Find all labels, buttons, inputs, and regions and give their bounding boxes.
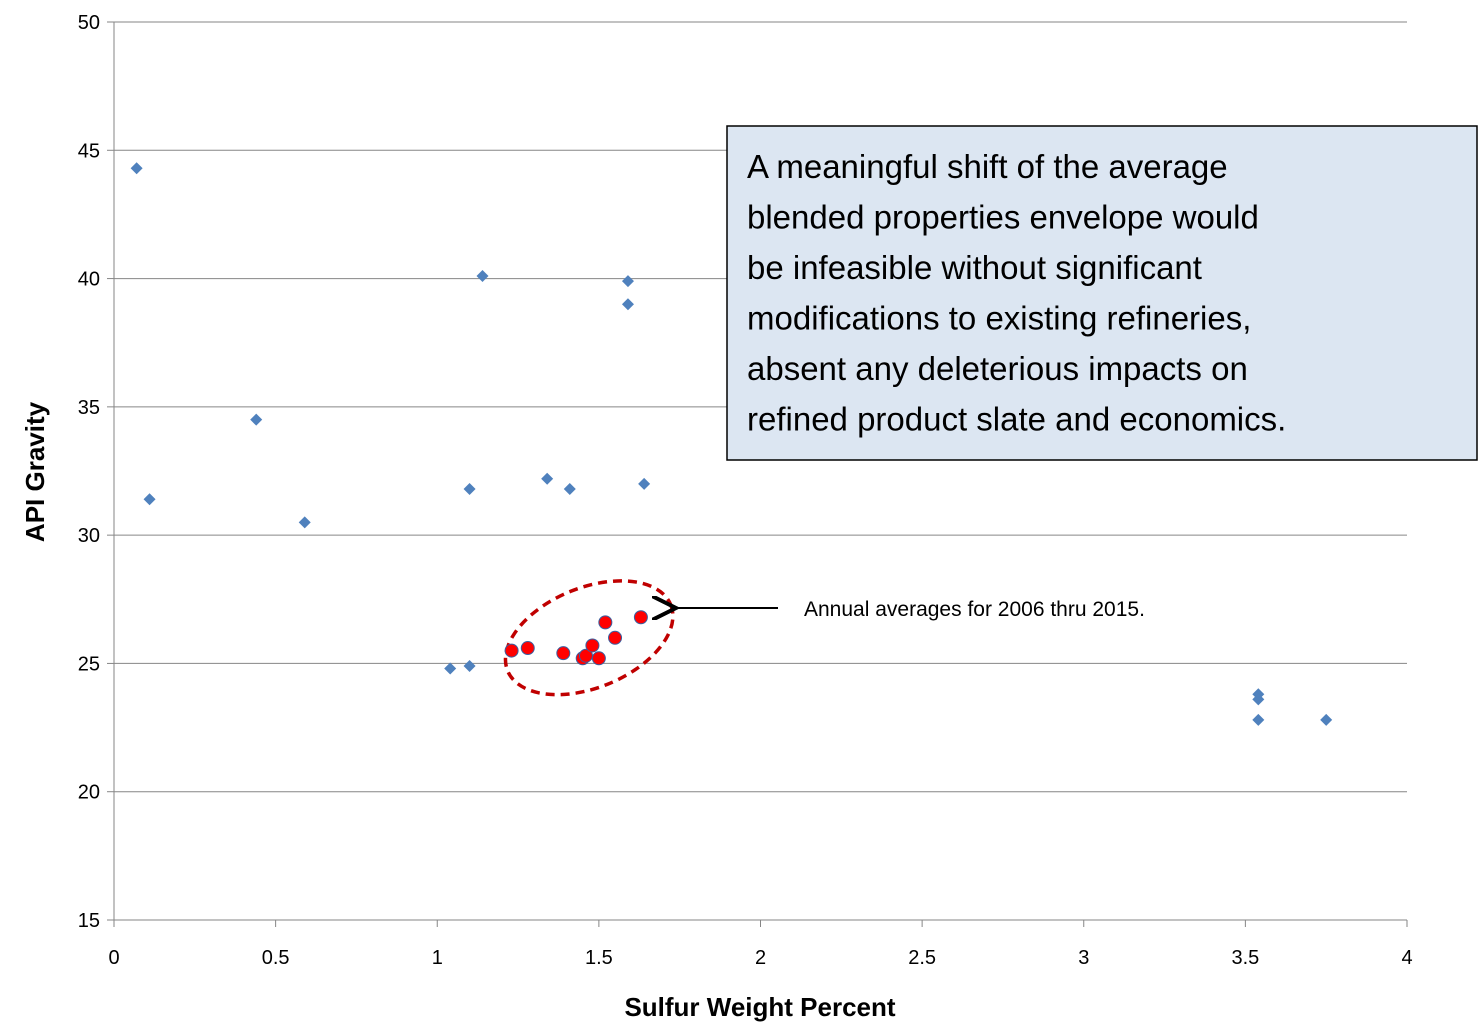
annual-averages-highlight bbox=[503, 579, 675, 697]
scatter-point-circle bbox=[585, 638, 600, 653]
x-tick-label: 4 bbox=[1401, 947, 1412, 969]
y-tick-label: 15 bbox=[78, 910, 100, 932]
scatter-point-circle bbox=[608, 630, 623, 645]
callout-text-line: blended properties envelope would bbox=[747, 199, 1259, 236]
x-tick-label: 2.5 bbox=[908, 947, 936, 969]
scatter-point-diamond bbox=[476, 270, 489, 283]
scatter-point-diamond bbox=[541, 472, 554, 485]
tick-labels: 15 20 25 30 35 40 45 50 0 0.5 1 1.5 2 2.5 3 3.5 4 bbox=[78, 12, 1413, 969]
x-tick-label: 3.5 bbox=[1231, 947, 1259, 969]
y-tick-label: 50 bbox=[78, 12, 100, 34]
x-tick-label: 0.5 bbox=[262, 947, 290, 969]
scatter-point-diamond bbox=[621, 298, 634, 311]
y-tick-label: 20 bbox=[78, 782, 100, 804]
scatter-point-circle bbox=[556, 646, 571, 661]
callout-box bbox=[726, 125, 1478, 461]
y-tick-label: 30 bbox=[78, 525, 100, 547]
x-tick-label: 0 bbox=[108, 947, 119, 969]
scatter-point-diamond bbox=[298, 516, 311, 529]
scatter-point-diamond bbox=[638, 477, 651, 490]
callout-text-line: refined product slate and economics. bbox=[747, 401, 1286, 438]
scatter-point-circle bbox=[633, 610, 648, 625]
x-tick-label: 2 bbox=[755, 947, 766, 969]
scatter-point-diamond bbox=[143, 493, 156, 506]
x-tick-label: 1.5 bbox=[585, 947, 613, 969]
scatter-point-diamond bbox=[444, 662, 457, 675]
y-tick-label: 35 bbox=[78, 397, 100, 419]
scatter-point-diamond bbox=[1252, 713, 1265, 726]
scatter-point-circle bbox=[598, 615, 613, 630]
scatter-point-diamond bbox=[130, 162, 143, 175]
scatter-point-circle bbox=[520, 641, 535, 656]
scatter-point-diamond bbox=[463, 482, 476, 495]
y-axis-title: API Gravity bbox=[20, 401, 50, 542]
scatter-point-diamond bbox=[463, 659, 476, 672]
x-axis-title: Sulfur Weight Percent bbox=[624, 992, 895, 1022]
data-points bbox=[130, 162, 1333, 726]
callout-text-line: A meaningful shift of the average bbox=[747, 148, 1228, 185]
scatter-point-diamond bbox=[621, 275, 634, 288]
callout-text-line: absent any deleterious impacts on bbox=[747, 350, 1248, 387]
y-tick-label: 45 bbox=[78, 140, 100, 162]
scatter-point-circle bbox=[591, 651, 606, 666]
annotations: Annual averages for 2006 thru 2015. A mea… bbox=[676, 125, 1478, 621]
axes bbox=[107, 21, 1408, 927]
scatter-point-diamond bbox=[250, 413, 263, 426]
callout-text-line: modifications to existing refineries, bbox=[747, 300, 1251, 337]
annual-averages-ellipse bbox=[503, 579, 675, 697]
scatter-point-diamond bbox=[1320, 713, 1333, 726]
x-tick-label: 3 bbox=[1078, 947, 1089, 969]
scatter-point-circle bbox=[504, 643, 519, 658]
y-tick-label: 25 bbox=[78, 653, 100, 675]
annotation-arrow-label: Annual averages for 2006 thru 2015. bbox=[804, 598, 1145, 621]
scatter-point-diamond bbox=[563, 482, 576, 495]
x-tick-label: 1 bbox=[432, 947, 443, 969]
scatter-point-diamond bbox=[1252, 693, 1265, 706]
y-tick-label: 40 bbox=[78, 269, 100, 291]
callout-text-line: be infeasible without significant bbox=[747, 249, 1202, 286]
